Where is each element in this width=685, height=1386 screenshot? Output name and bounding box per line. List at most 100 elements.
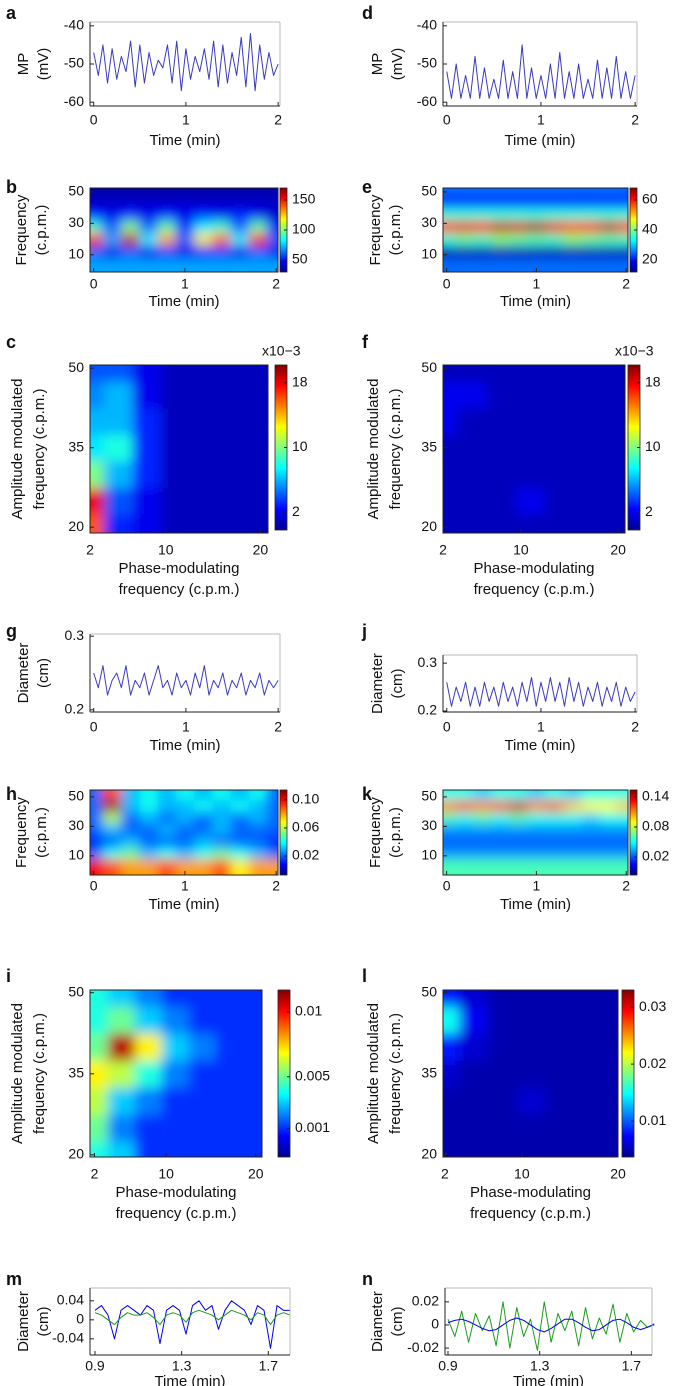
heat-cell — [157, 188, 177, 196]
heat-cell — [574, 1033, 605, 1061]
heat-cell — [248, 245, 268, 259]
x-axis-label: Time (min) — [500, 896, 571, 913]
colorbar-tick-label: 50 — [292, 251, 308, 267]
heat-cell — [581, 195, 600, 209]
heat-cell — [102, 811, 122, 824]
heat-cell — [102, 232, 122, 246]
x-axis-label: Time (min) — [504, 132, 575, 149]
heat-cell — [527, 207, 546, 221]
heat-cell — [545, 1060, 576, 1088]
y-axis-label: Frequency — [367, 194, 384, 265]
y-axis-label: (c.p.m.) — [387, 807, 404, 858]
heat-cell — [563, 257, 582, 272]
heat-cell — [581, 257, 600, 272]
colorbar-tick-label: 0.02 — [642, 848, 669, 864]
heat-cell — [599, 858, 618, 875]
heat-cell — [563, 790, 582, 801]
heat-cell — [139, 257, 159, 272]
heat-cell — [545, 232, 564, 246]
heat-cell — [134, 1060, 163, 1088]
heat-cell — [509, 232, 528, 246]
heat-cell — [443, 1006, 460, 1034]
heat-cell — [217, 434, 247, 462]
y-tick-label: 30 — [68, 817, 84, 833]
x-tick-label: 0 — [90, 112, 98, 128]
y-tick-label: 30 — [421, 214, 437, 230]
heat-cell — [599, 835, 618, 848]
x-tick-label: 2 — [272, 878, 280, 894]
heat-cell — [491, 245, 510, 259]
colorbar-tick-label: 0.01 — [295, 1003, 322, 1019]
heat-cell — [545, 790, 564, 801]
y-tick-label: 50 — [421, 359, 437, 375]
heat-cell — [230, 835, 250, 848]
heat-cell — [515, 460, 546, 488]
heat-cell — [443, 460, 459, 488]
heat-cell — [517, 1006, 547, 1034]
heat-cell — [527, 220, 546, 234]
y-axis-label: MP — [369, 53, 386, 76]
colorbar-unit: x10−3 — [615, 343, 654, 359]
x-tick-label: 2 — [86, 542, 94, 558]
heat-cell — [107, 1006, 136, 1034]
heat-cell — [599, 207, 618, 221]
heat-cell — [134, 1006, 163, 1034]
heat-cell — [188, 1087, 216, 1115]
heatmap — [443, 990, 618, 1157]
x-tick-label: 0.9 — [438, 1358, 458, 1374]
heat-cell — [188, 1114, 216, 1142]
heat-cell — [545, 195, 564, 209]
heat-cell — [212, 245, 232, 259]
heat-cell — [248, 823, 268, 836]
x-tick-label: 20 — [610, 542, 626, 558]
colorbar-tick-label: 0.03 — [639, 998, 666, 1014]
heat-cell — [139, 245, 159, 259]
colorbar-tick-label: 0.02 — [639, 1055, 666, 1071]
heat-cell — [574, 513, 605, 533]
heat-cell — [161, 1087, 190, 1115]
heat-cell — [267, 245, 278, 259]
heat-cell — [132, 365, 162, 382]
heatmap-cells — [443, 188, 628, 272]
heat-cell — [617, 847, 628, 860]
heat-cell — [194, 835, 213, 848]
heat-cell — [491, 195, 510, 209]
heat-cell — [599, 245, 618, 259]
panel-label: n — [362, 1269, 373, 1289]
heat-cell — [242, 1006, 262, 1034]
heat-cell — [267, 811, 278, 824]
y-axis-label: Frequency — [13, 194, 30, 265]
heat-cell — [230, 220, 250, 234]
x-tick-label: 0 — [443, 276, 451, 292]
trace — [446, 44, 636, 99]
heat-cell — [107, 1114, 136, 1142]
heat-cell — [443, 835, 457, 848]
heat-cell — [132, 487, 162, 515]
heat-cell — [139, 207, 159, 221]
heat-cell — [132, 460, 162, 488]
x-axis-label: frequency (c.p.m.) — [470, 1205, 591, 1222]
heat-cell — [455, 790, 475, 801]
heat-cell — [599, 195, 618, 209]
heat-cell — [545, 1006, 576, 1034]
y-axis-label: frequency (c.p.m.) — [387, 1013, 404, 1134]
heat-cell — [139, 790, 159, 801]
heat-cell — [90, 460, 105, 488]
heat-cell — [161, 1060, 190, 1088]
x-axis-label: Time (min) — [500, 293, 571, 310]
heat-cell — [104, 487, 134, 515]
plot-frame — [442, 187, 629, 273]
heat-cell — [194, 188, 213, 196]
heat-cell — [545, 365, 575, 382]
heat-cell — [215, 1141, 243, 1157]
heat-cell — [515, 365, 546, 382]
x-tick-label: 2 — [441, 1166, 449, 1182]
x-tick-label: 0 — [443, 112, 451, 128]
heat-cell — [157, 790, 177, 801]
x-axis-label: frequency (c.p.m.) — [119, 581, 240, 598]
heat-cell — [188, 1033, 216, 1061]
y-tick-label: 20 — [421, 518, 437, 534]
heat-cell — [443, 1114, 460, 1142]
colorbar-tick-label: 0.001 — [295, 1119, 330, 1135]
